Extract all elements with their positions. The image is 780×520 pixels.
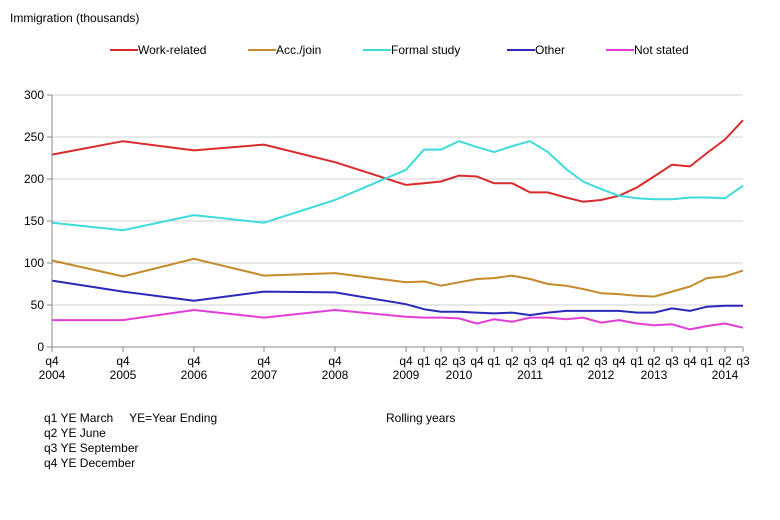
series-line-formal-study: [51, 140, 744, 232]
note-q1: q1 YE March YE=Year Ending: [44, 411, 218, 425]
x-tick-quarter: q1: [700, 354, 714, 368]
legend-label-acc-join: Acc./join: [276, 43, 321, 57]
x-tick-quarter: q2: [718, 354, 732, 368]
x-tick-quarter: q4: [399, 354, 413, 368]
x-tick-quarter: q3: [452, 354, 466, 368]
note-q2: q2 YE June: [44, 426, 106, 440]
x-tick-quarter: q1: [559, 354, 573, 368]
x-tick-year: 2011: [517, 368, 543, 382]
series-line-other: [51, 279, 743, 317]
x-tick-quarter: q3: [665, 354, 679, 368]
x-tick-quarter: q1: [417, 354, 431, 368]
x-tick-year: 2010: [446, 368, 473, 382]
rolling-years-note: Rolling years: [386, 411, 456, 425]
note-q4: q4 YE December: [44, 456, 136, 470]
x-tick-year: 2008: [322, 368, 349, 382]
quarter-notes: q1 YE March YE=Year Ending q2 YE June q3 …: [44, 411, 217, 471]
x-tick-quarter: q1: [487, 354, 501, 368]
axes: [51, 95, 743, 348]
line-chart: Immigration (thousands) Work-related Acc.…: [10, 11, 750, 382]
x-tick-quarter: q2: [434, 354, 448, 368]
x-tick-year: 2005: [110, 368, 137, 382]
series-line-acc-join: [51, 257, 744, 298]
legend-label-work-related: Work-related: [138, 43, 206, 57]
x-tick-quarter: q3: [523, 354, 537, 368]
x-tick-quarter: q2: [647, 354, 661, 368]
legend-label-not-stated: Not stated: [634, 43, 689, 57]
x-tick-year: 2006: [181, 368, 208, 382]
gridlines: [52, 94, 743, 306]
y-tick-label: 50: [31, 298, 45, 312]
x-tick-year: 2007: [251, 368, 278, 382]
legend: Work-related Acc./join Formal study Other No…: [110, 43, 689, 57]
series-line-work-related: [51, 119, 744, 203]
x-tick-year: 2004: [39, 368, 66, 382]
x-tick-quarter: q3: [594, 354, 608, 368]
y-axis-ticks: 0 50 100 150 200 250 300: [24, 88, 52, 354]
y-tick-label: 250: [24, 130, 44, 144]
x-tick-quarter: q4: [612, 354, 626, 368]
y-axis-label: Immigration (thousands): [10, 11, 139, 25]
x-tick-quarter: q1: [630, 354, 644, 368]
y-tick-label: 200: [24, 172, 44, 186]
x-tick-quarter: q4: [470, 354, 484, 368]
x-tick-quarter: q2: [505, 354, 519, 368]
x-tick-year: 2012: [588, 368, 615, 382]
x-tick-quarter: q4: [45, 354, 59, 368]
note-year-ending: YE=Year Ending: [129, 411, 218, 425]
note-q3: q3 YE September: [44, 441, 139, 455]
x-tick-year: 2014: [712, 368, 739, 382]
legend-label-other: Other: [535, 43, 565, 57]
x-tick-quarter: q4: [541, 354, 555, 368]
x-tick-quarter: q2: [576, 354, 590, 368]
y-tick-label: 300: [24, 88, 44, 102]
x-tick-quarter: q4: [187, 354, 201, 368]
legend-label-formal-study: Formal study: [391, 43, 460, 57]
y-tick-label: 150: [24, 214, 44, 228]
y-tick-label: 100: [24, 256, 44, 270]
x-tick-year: 2009: [393, 368, 420, 382]
y-tick-label: 0: [37, 340, 44, 354]
x-tick-quarter: q4: [116, 354, 130, 368]
x-tick-quarter: q4: [257, 354, 271, 368]
x-tick-year: 2013: [641, 368, 668, 382]
x-tick-quarter: q4: [683, 354, 697, 368]
series-lines: [51, 119, 744, 331]
x-tick-quarter: q3: [736, 354, 750, 368]
x-tick-quarter: q4: [328, 354, 342, 368]
series-line-not-stated: [52, 309, 744, 331]
